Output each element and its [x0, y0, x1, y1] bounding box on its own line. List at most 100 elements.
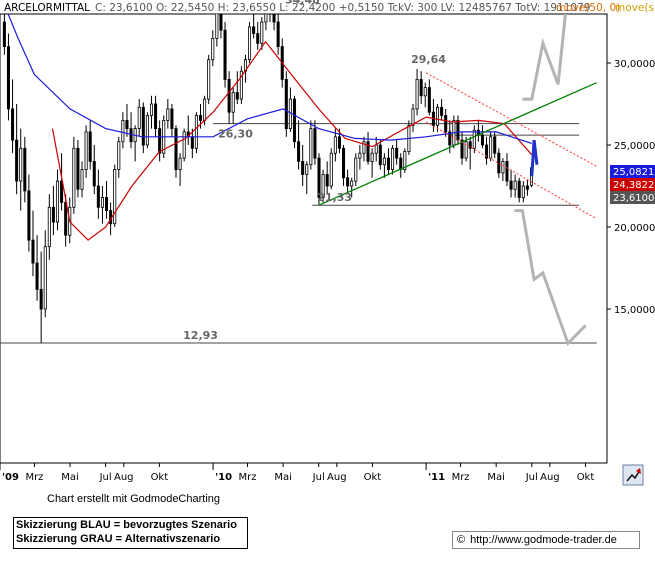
candle-body — [125, 120, 129, 130]
candle-body — [190, 136, 194, 149]
candle-body — [525, 185, 529, 190]
y-tick-label: 20,0000 — [614, 223, 655, 234]
candle-body — [317, 157, 321, 198]
trendline-support — [318, 82, 597, 206]
x-tick-label: Okt — [151, 472, 169, 483]
candle-body — [170, 108, 174, 129]
candle-body — [194, 115, 198, 149]
candle-body — [460, 139, 464, 159]
candle-body — [235, 92, 239, 100]
x-tick-label: Mai — [487, 472, 505, 483]
candle-body — [223, 29, 227, 80]
candle-body — [513, 180, 517, 190]
candle-body — [198, 115, 203, 121]
candle-body — [137, 106, 141, 129]
y-tick-label: 25,0000 — [614, 141, 655, 152]
x-tick-label: Mrz — [239, 472, 257, 483]
x-tick-label: Jul — [525, 472, 538, 483]
candle-body — [313, 128, 317, 159]
candle-body — [423, 87, 427, 97]
x-tick-label: Jul — [312, 472, 325, 483]
copyright-icon: © — [456, 534, 466, 546]
x-tick-label: Aug — [327, 472, 347, 483]
level-label: 26,30 — [218, 128, 253, 141]
website-link[interactable]: © http://www.godmode-trader.de — [452, 531, 640, 549]
candle-body — [337, 136, 341, 149]
candle-body — [252, 26, 256, 34]
candle-body — [96, 185, 100, 208]
candle-body — [174, 128, 178, 171]
candle-body — [444, 115, 448, 133]
candle-body — [305, 164, 309, 175]
candle-body — [427, 87, 431, 113]
candle-body — [166, 108, 170, 121]
candle-body — [154, 103, 158, 130]
candle-body — [517, 180, 521, 198]
candle-body — [227, 79, 231, 113]
candle-body — [31, 239, 35, 264]
candle-body — [501, 160, 505, 174]
x-tick-label: Mrz — [452, 472, 470, 483]
y-tick-label: 30,0000 — [614, 59, 655, 70]
candle-body — [6, 46, 10, 110]
candle-body — [27, 190, 31, 241]
candle-body — [472, 129, 476, 149]
x-tick-label: Mai — [274, 472, 292, 483]
candle-body — [256, 33, 260, 44]
candle-body — [284, 79, 288, 130]
header-ma1: move(50, 0) — [556, 2, 620, 14]
candle-body — [395, 147, 399, 159]
peak-label: 29,64 — [411, 53, 446, 66]
candle-body — [39, 288, 43, 310]
candle-body — [64, 201, 68, 236]
x-tick-label: Aug — [540, 472, 560, 483]
candle-body — [489, 136, 493, 159]
x-tick-label: Okt — [577, 472, 595, 483]
candle-body — [399, 157, 403, 170]
candle-body — [370, 152, 374, 162]
candle-body — [386, 157, 391, 170]
candle-body — [117, 141, 121, 171]
candle-body — [264, 14, 268, 23]
candle-body — [19, 147, 23, 182]
legend-grey: Skizzierung GRAU = Alternativszenario — [16, 533, 221, 545]
candle-body — [47, 206, 51, 248]
candle-body — [333, 136, 337, 154]
candle-body — [207, 59, 211, 100]
candle-body — [403, 151, 407, 170]
candle-body — [248, 26, 252, 61]
candle-body — [121, 120, 125, 143]
x-tick-label: '10 — [215, 472, 232, 483]
candle-body — [309, 128, 313, 166]
candle-body — [509, 180, 513, 190]
candle-body — [43, 246, 47, 310]
chart-corner-icon[interactable] — [622, 464, 644, 486]
x-tick-label: Mai — [61, 472, 79, 483]
candle-body — [51, 206, 55, 223]
candle-body — [366, 141, 370, 162]
candle-body — [215, 14, 219, 39]
candle-body — [158, 128, 162, 154]
candle-body — [23, 147, 27, 192]
y-tick-label: 15,0000 — [614, 305, 655, 316]
candle-body — [378, 144, 382, 166]
candle-body — [358, 152, 362, 159]
header-quote: C: 23,6100 O: 22,5450 H: 23,6550 L: 22,4… — [95, 2, 590, 14]
candle-body — [88, 131, 92, 162]
price-badge-label: 23,6100 — [613, 193, 654, 204]
x-tick-label: '09 — [2, 472, 19, 483]
candle-body — [80, 169, 84, 190]
candle-body — [211, 38, 215, 61]
candle-body — [231, 92, 235, 113]
candle-body — [11, 108, 15, 141]
candle-body — [325, 174, 329, 187]
candle-body — [149, 103, 154, 116]
website-url[interactable]: http://www.godmode-trader.de — [470, 534, 617, 546]
candle-body — [350, 180, 354, 187]
candle-body — [292, 98, 297, 143]
candle-body — [497, 152, 501, 174]
candle-body — [435, 106, 440, 126]
candle-body — [493, 136, 497, 154]
header-symbol: ARCELORMITTAL — [4, 2, 90, 14]
header-ma2: move(s — [615, 2, 654, 14]
